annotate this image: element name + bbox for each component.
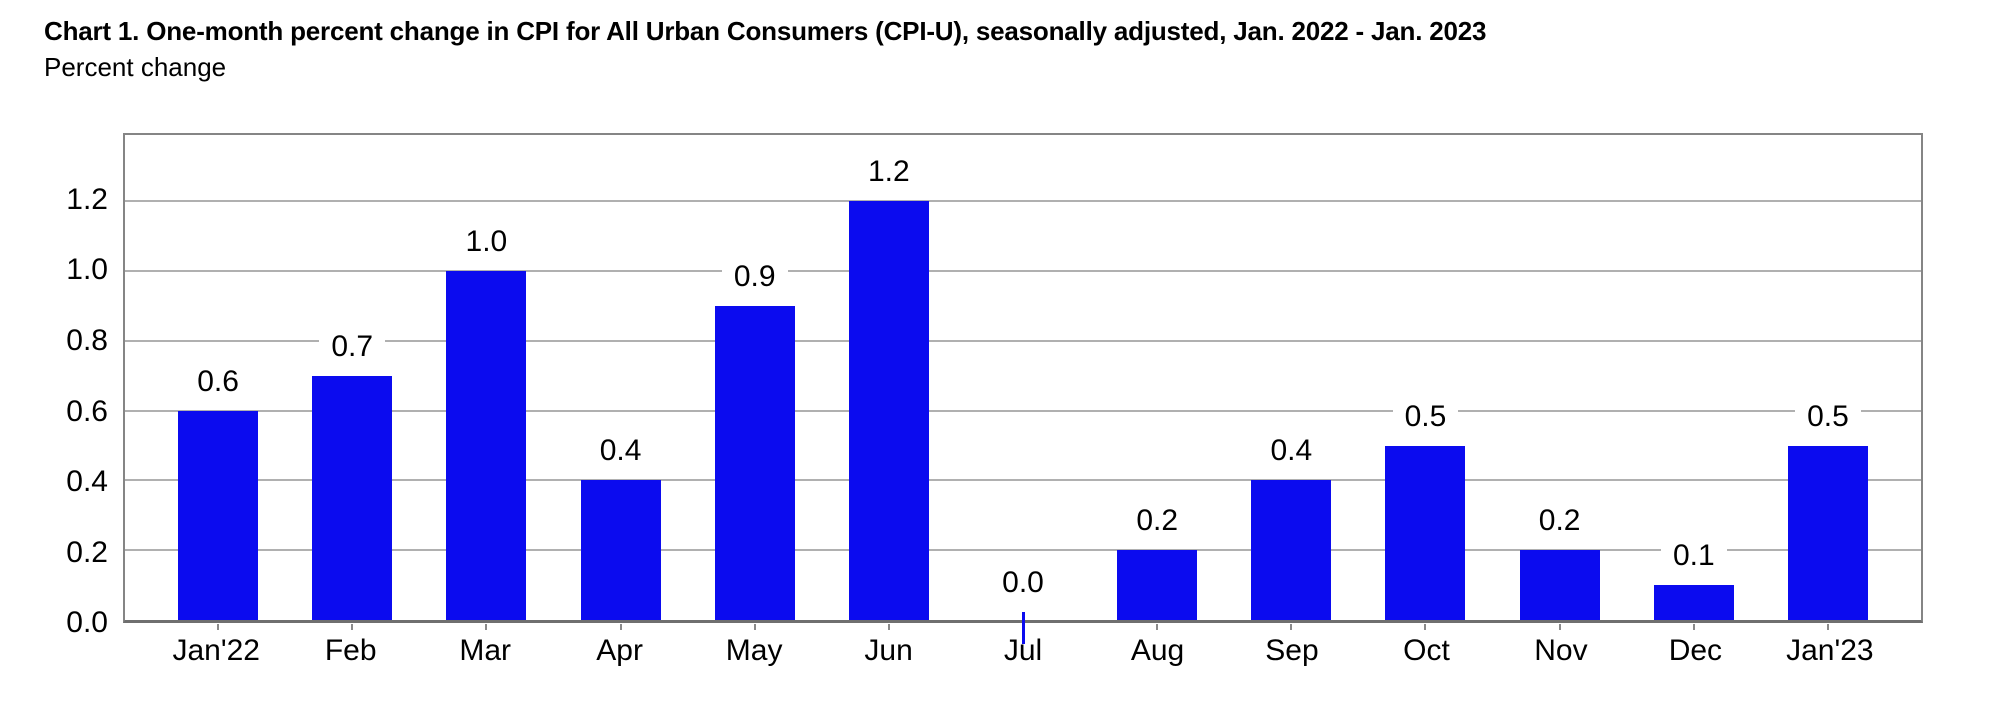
bar-slot: 0.5	[1358, 135, 1492, 630]
bar	[1787, 445, 1868, 620]
bar	[446, 271, 527, 620]
x-axis-tick	[485, 624, 488, 630]
chart-title: Chart 1. One-month percent change in CPI…	[44, 16, 1487, 46]
x-axis-label: Jan'22	[172, 634, 260, 667]
y-axis-label: 0.8	[66, 324, 108, 357]
x-axis-label: Jun	[864, 634, 913, 667]
gridline	[125, 479, 1921, 482]
x-axis-tick	[1424, 624, 1427, 630]
y-axis-label: 1.2	[66, 182, 108, 216]
x-axis-label: Feb	[324, 634, 377, 667]
y-axis-label: 0.6	[66, 394, 108, 428]
x-axis-tick	[619, 624, 622, 630]
bar-value-label: 0.7	[319, 329, 386, 364]
bar	[1117, 550, 1198, 620]
x-axis-tick	[887, 624, 890, 630]
x-axis-label: Dec	[1668, 634, 1723, 667]
x-axis-tick	[1692, 624, 1695, 630]
y-axis-label: 0.2	[66, 535, 108, 569]
bar-slot: 0.5	[1761, 135, 1895, 630]
gridline	[125, 549, 1921, 552]
x-axis-tick-labels: Jan'22 Feb Mar Apr May Jun Jul Aug Sep Oct Nov Dec J…	[123, 634, 1923, 668]
x-axis-tick	[351, 624, 354, 630]
x-axis-label: Oct	[1403, 634, 1450, 667]
bar	[580, 480, 661, 620]
bar-slot: 0.4	[553, 135, 687, 630]
x-axis-tick	[1290, 624, 1293, 630]
bar-value-label: 0.4	[1258, 434, 1325, 469]
bar-value-label: 0.5	[1392, 399, 1459, 434]
y-axis-tick-labels: 0.0 0.2 0.4 0.6 0.8 1.0 1.2	[0, 133, 108, 639]
x-axis-label: Sep	[1265, 634, 1319, 667]
bar-value-label: 0.4	[587, 434, 654, 469]
y-axis-label: 0.4	[66, 465, 108, 498]
x-axis-label: Mar	[459, 634, 511, 667]
bar-slot: 0.2	[1090, 135, 1224, 630]
bar	[1653, 585, 1734, 620]
y-axis-label: 1.0	[66, 253, 108, 287]
gridline	[125, 270, 1921, 273]
zero-bar-marker	[1021, 612, 1025, 644]
bar-slot: 0.6	[151, 135, 285, 630]
bar	[1519, 550, 1600, 620]
x-axis-label: May	[725, 634, 783, 667]
bar-value-label: 0.1	[1660, 539, 1727, 574]
bar	[1251, 480, 1332, 620]
bar-value-label: 0.0	[990, 566, 1056, 600]
bar	[178, 410, 259, 620]
plot-area: 0.6 0.7 1.0 0.4 0.9 1.2 0.0 0.2 0.4 0.5 0.2 0.1 0.5	[123, 133, 1923, 644]
bar-value-label: 0.2	[1124, 504, 1191, 539]
bar	[714, 305, 795, 620]
bar	[848, 201, 929, 620]
gridline	[125, 409, 1921, 412]
bar-value-label: 0.9	[721, 259, 788, 294]
x-axis-label: Apr	[596, 634, 643, 667]
bar-slot: 0.4	[1224, 135, 1358, 630]
gridline	[125, 339, 1921, 342]
bar	[1385, 445, 1466, 620]
bar-slot: 1.0	[419, 135, 553, 630]
x-axis-label: Jan'23	[1786, 634, 1874, 667]
bar-slot: 0.2	[1493, 135, 1627, 630]
x-axis-tick	[1156, 624, 1159, 630]
bar-slot: 0.7	[285, 135, 419, 630]
x-axis-tick	[1826, 624, 1829, 630]
bar-slot: 0.0	[956, 135, 1090, 644]
bar-value-label: 1.2	[856, 155, 922, 190]
bar-value-label: 0.6	[185, 364, 251, 399]
x-axis-tick	[1558, 624, 1561, 630]
bar-slot: 1.2	[822, 135, 956, 630]
x-axis-tick	[217, 624, 220, 630]
bar-value-label: 0.5	[1795, 399, 1861, 434]
bar	[312, 375, 393, 620]
y-axis-units-label: Percent change	[44, 52, 227, 82]
bars-container: 0.6 0.7 1.0 0.4 0.9 1.2 0.0 0.2 0.4 0.5 0.2 0.1 0.5	[125, 135, 1921, 644]
bar-slot: 0.9	[688, 135, 822, 630]
y-axis-label: 0.0	[66, 606, 108, 639]
x-axis-label: Nov	[1534, 634, 1588, 667]
bar-slot: 0.1	[1627, 135, 1761, 630]
x-axis-label: Aug	[1130, 634, 1185, 667]
bar-value-label: 1.0	[453, 225, 520, 260]
gridline	[125, 200, 1921, 203]
bar-value-label: 0.2	[1526, 504, 1593, 539]
x-axis-tick	[753, 624, 756, 630]
